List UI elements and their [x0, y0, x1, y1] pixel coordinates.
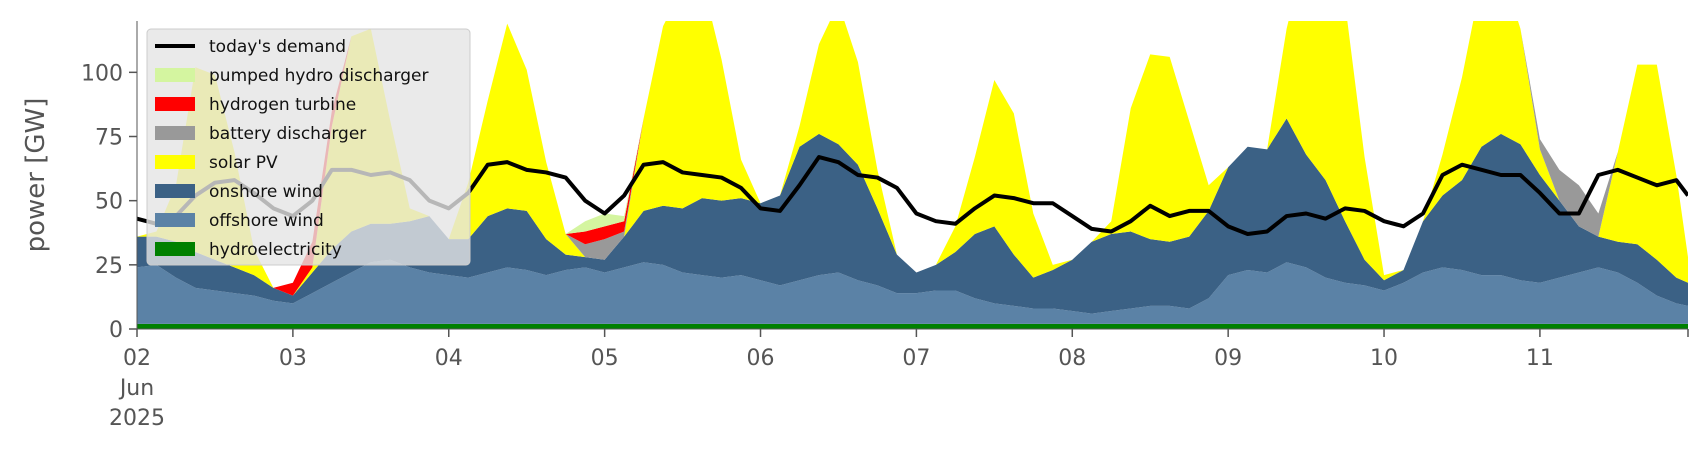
area-solar-pv: [137, 21, 1688, 296]
legend-label: solar PV: [209, 153, 278, 173]
legend-label: pumped hydro discharger: [209, 66, 428, 86]
legend-swatch: [155, 242, 195, 256]
y-tick-label: 100: [81, 61, 123, 86]
x-tick-label: 08: [1058, 346, 1086, 371]
legend-label: battery discharger: [209, 124, 366, 144]
legend-swatch: [155, 126, 195, 140]
y-axis-label: power [GW]: [21, 98, 51, 253]
y-tick-label: 25: [95, 254, 123, 279]
legend-label: offshore wind: [209, 211, 324, 231]
area-onshore-wind: [137, 118, 1688, 314]
y-tick-label: 50: [95, 190, 123, 215]
x-tick-label: 02: [123, 346, 151, 371]
x-tick-sublabel: 2025: [109, 406, 165, 431]
legend-swatch: [155, 155, 195, 169]
legend-box: [146, 28, 471, 266]
x-tick-label: 05: [591, 346, 619, 371]
legend-swatch: [155, 213, 195, 227]
x-tick-label: 11: [1526, 346, 1554, 371]
legend-swatch: [155, 68, 195, 82]
stacked-areas: [137, 21, 1688, 329]
y-tick-label: 0: [109, 318, 123, 343]
legend-label: hydroelectricity: [209, 240, 342, 260]
legend-label: onshore wind: [209, 182, 323, 202]
area-offshore-wind: [137, 259, 1688, 324]
x-tick-label: 09: [1214, 346, 1242, 371]
x-tick-label: 04: [435, 346, 463, 371]
x-tick-sublabel: Jun: [118, 376, 154, 401]
x-tick-label: 10: [1370, 346, 1398, 371]
legend-swatch: [155, 97, 195, 111]
legend-label: today's demand: [209, 37, 346, 57]
axes: 0 25 50 75 100 02 Jun 2025 03 04 05 06 07 08 09 10 11: [81, 21, 1689, 431]
area-hydroelectricity: [137, 323, 1688, 329]
y-tick-label: 75: [95, 126, 123, 151]
x-tick-label: 06: [747, 346, 775, 371]
x-tick-label: 03: [279, 346, 307, 371]
x-tick-label: 07: [902, 346, 930, 371]
legend: today's demand pumped hydro discharger hyd…: [146, 28, 471, 266]
legend-swatch: [155, 184, 195, 198]
legend-label: hydrogen turbine: [209, 95, 356, 115]
